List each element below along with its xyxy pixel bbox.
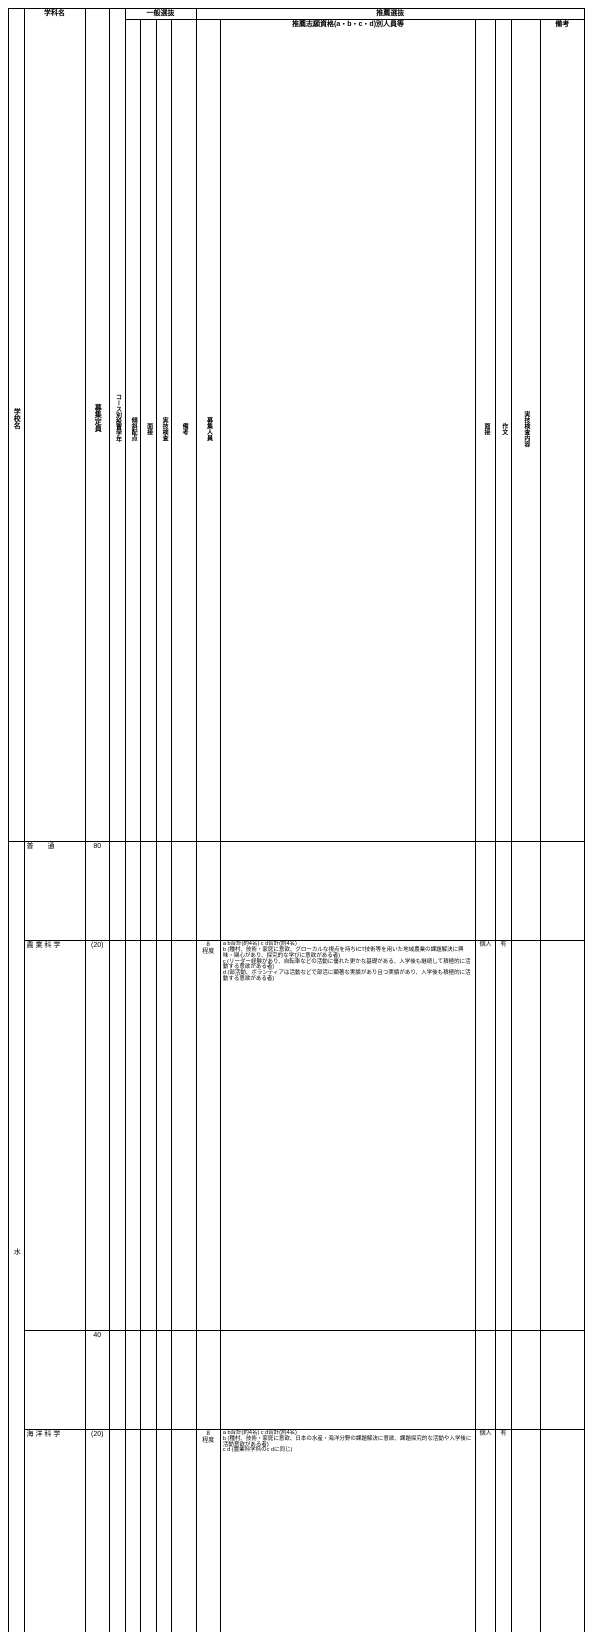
h-biko: 備考: [181, 21, 188, 837]
ari-cell: [496, 1330, 512, 1429]
table-row: 農 業 科 学(20) 8 程度a b合計(約4名) c d合計(約4名) b (…: [9, 941, 585, 1330]
cap-cell: (20): [85, 941, 109, 1330]
hdr-group1: 一般選抜: [125, 9, 196, 20]
ari-cell: [496, 842, 512, 941]
dept-cell: 海 洋 科 学: [24, 1430, 85, 1632]
bosyu-cell: 8 程度: [196, 1430, 220, 1632]
school-name-cell: 水: [9, 842, 25, 1632]
h-biko2: 備考: [555, 21, 569, 28]
kojin-cell: [476, 1330, 496, 1429]
cap-cell: 80: [85, 842, 109, 941]
table-header: 学校名 学科名 募集定員 コース別設置学年 一般選抜 推薦選抜 傾斜配点 面接 …: [9, 9, 585, 842]
dept-cell: 農 業 科 学: [24, 941, 85, 1330]
biko-cell: [172, 1330, 196, 1429]
h-suisen: 推薦志願資格(a・b・c・d)別人員等: [220, 20, 475, 842]
suisen-cell: [220, 1330, 475, 1429]
h-bosyu: 募集人員: [205, 21, 212, 837]
cap-cell: (20): [85, 1430, 109, 1632]
cap-cell: 40: [85, 1330, 109, 1429]
course-cell: [109, 941, 125, 1330]
h-keisha: 傾斜配点: [129, 21, 136, 837]
men-cell: [141, 1330, 157, 1429]
biko2-cell: [540, 941, 585, 1330]
jitsu2-cell: [511, 842, 540, 941]
hdr-dept: 学科名: [24, 9, 85, 842]
biko-cell: [172, 842, 196, 941]
keisha-cell: [125, 941, 141, 1330]
ari-cell: 有: [496, 1430, 512, 1632]
men-cell: [141, 1430, 157, 1632]
suisen-cell: [220, 842, 475, 941]
kojin-cell: 個人: [476, 1430, 496, 1632]
hdr-school: 学校名: [12, 10, 20, 826]
dept-cell: [24, 1330, 85, 1429]
jitsu-cell: [156, 842, 172, 941]
biko2-cell: [540, 842, 585, 941]
hdr-cap: 募集定員: [93, 10, 101, 826]
jitsu2-cell: [511, 1330, 540, 1429]
jitsu-cell: [156, 1330, 172, 1429]
table-row: 水普 通80: [9, 842, 585, 941]
bosyu-cell: [196, 842, 220, 941]
course-cell: [109, 1330, 125, 1429]
suisen-cell: a b合計(約4名) c d合計(約4名) b (種村、技術・家庭に意欲、日本の…: [220, 1430, 475, 1632]
main-table: 学校名 学科名 募集定員 コース別設置学年 一般選抜 推薦選抜 傾斜配点 面接 …: [8, 8, 585, 1632]
biko-cell: [172, 1430, 196, 1632]
kojin-cell: [476, 842, 496, 941]
ari-cell: 有: [496, 941, 512, 1330]
h-saku: 作文: [500, 21, 507, 837]
hdr-group2: 推薦選抜: [196, 9, 585, 20]
table-row: 海 洋 科 学(20) 8 程度a b合計(約4名) c d合計(約4名) b (…: [9, 1430, 585, 1632]
suisen-cell: a b合計(約4名) c d合計(約4名) b (種村、技術・家庭に意欲、グロー…: [220, 941, 475, 1330]
bosyu-cell: 8 程度: [196, 941, 220, 1330]
hdr-course: コース別設置学年: [114, 10, 121, 826]
biko2-cell: [540, 1330, 585, 1429]
jitsu-cell: [156, 1430, 172, 1632]
table-body: 水普 通80農 業 科 学(20)8 程度a b合計(約4名) c d合計(約4…: [9, 842, 585, 1632]
course-cell: [109, 1430, 125, 1632]
table-row: 40: [9, 1330, 585, 1429]
h-jitsu2: 実技検査内容: [522, 21, 529, 837]
keisha-cell: [125, 1330, 141, 1429]
biko2-cell: [540, 1430, 585, 1632]
jitsu2-cell: [511, 941, 540, 1330]
keisha-cell: [125, 842, 141, 941]
course-cell: [109, 842, 125, 941]
jitsu-cell: [156, 941, 172, 1330]
men-cell: [141, 842, 157, 941]
jitsu2-cell: [511, 1430, 540, 1632]
h-men2: 面接: [482, 21, 489, 837]
kojin-cell: 個人: [476, 941, 496, 1330]
keisha-cell: [125, 1430, 141, 1632]
h-men: 面接: [145, 21, 152, 837]
h-jitsu: 実技検査: [161, 21, 168, 837]
men-cell: [141, 941, 157, 1330]
dept-cell: 普 通: [24, 842, 85, 941]
biko-cell: [172, 941, 196, 1330]
bosyu-cell: [196, 1330, 220, 1429]
